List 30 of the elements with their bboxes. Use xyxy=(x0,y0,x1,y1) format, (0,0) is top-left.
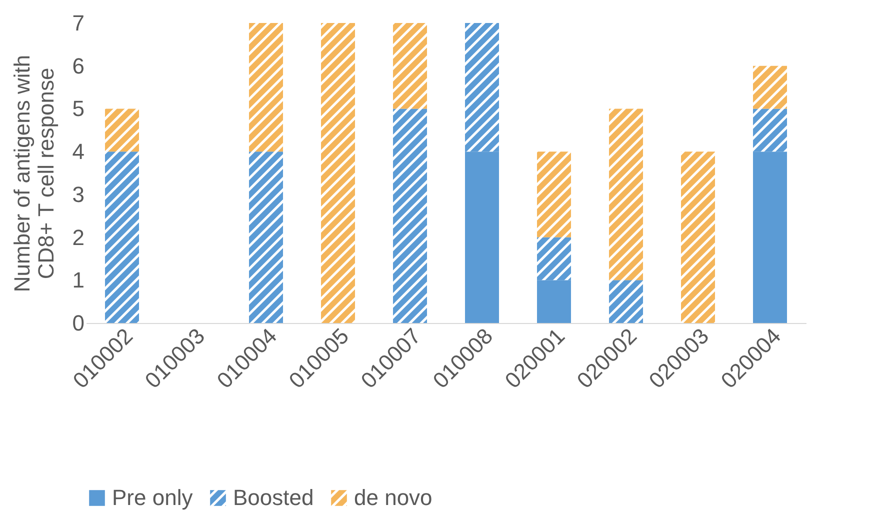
y-axis-title: Number of antigens with CD8+ T cell response xyxy=(9,54,58,292)
y-tick-label: 3 xyxy=(72,182,84,207)
bar xyxy=(753,152,787,323)
bar xyxy=(537,152,571,238)
bar xyxy=(465,23,499,152)
y-tick-label: 4 xyxy=(72,139,84,164)
y-tick-label: 5 xyxy=(72,96,84,122)
bar xyxy=(753,108,787,152)
y-tick-label: 1 xyxy=(72,268,84,293)
bar xyxy=(393,23,427,109)
legend-label: Pre only xyxy=(112,485,193,510)
bar xyxy=(321,23,355,323)
legend-label: Boosted xyxy=(233,485,314,510)
bar xyxy=(609,280,643,323)
y-tick-label: 7 xyxy=(72,10,84,36)
bar xyxy=(105,152,139,323)
y-tick-label: 6 xyxy=(72,53,84,78)
bar xyxy=(681,152,715,323)
bar xyxy=(105,108,139,152)
bar xyxy=(393,108,427,323)
bar xyxy=(609,108,643,280)
legend-label: de novo xyxy=(354,485,432,510)
y-tick-label: 2 xyxy=(72,224,84,250)
bar xyxy=(249,152,283,323)
bar xyxy=(753,66,787,109)
y-tick-label: 0 xyxy=(72,310,84,336)
bar xyxy=(537,237,571,280)
bar xyxy=(537,280,571,323)
bar xyxy=(249,23,283,152)
bar xyxy=(465,152,499,323)
